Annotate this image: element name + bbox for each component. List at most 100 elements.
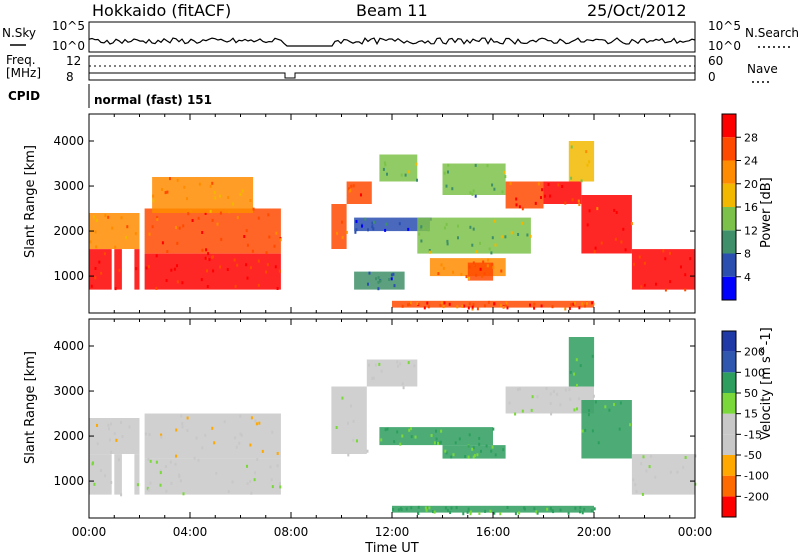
vel-speckle (372, 376, 375, 380)
vel-speckle (473, 454, 476, 458)
power-speckle (664, 288, 667, 292)
power-speckle (198, 182, 201, 186)
vel-speckle (399, 442, 402, 446)
power-speckle (94, 230, 97, 234)
power-speckle (204, 211, 207, 215)
power-speckle (161, 188, 163, 191)
power-speckle (521, 221, 524, 225)
vel-speckle (227, 490, 230, 493)
vel-speckle (165, 489, 168, 493)
vel-speckle (276, 464, 279, 468)
vel-speckle (180, 414, 183, 418)
power-speckle (475, 273, 478, 277)
vel-speckle (246, 464, 248, 468)
velocity-cell-2 (722, 455, 736, 476)
vel-speckle (239, 432, 242, 436)
vel-speckle (464, 455, 467, 458)
power-speckle (494, 243, 497, 247)
vel-speckle (576, 407, 578, 411)
power-speckle (350, 184, 353, 188)
vel-speckle (335, 426, 338, 429)
vel-speckle (478, 511, 481, 515)
power-speckle (126, 225, 129, 229)
power-speckle (278, 269, 281, 273)
vel-speckle (197, 458, 200, 462)
vel-speckle (574, 506, 577, 510)
velocity-cell-8 (722, 331, 736, 352)
vel-speckle (239, 414, 242, 418)
power-speckle (443, 226, 446, 230)
power-speckle (257, 216, 260, 220)
vel-speckle (491, 445, 494, 449)
power-speckle (266, 263, 269, 267)
power-cell-2 (722, 230, 736, 254)
power-speckle (379, 279, 382, 283)
power-speckle (393, 284, 396, 288)
power-speckle (472, 227, 475, 231)
vel-speckle (128, 425, 131, 429)
vel-speckle (634, 483, 637, 487)
power-region-1 (114, 249, 122, 290)
power-speckle (471, 243, 474, 247)
power-speckle (588, 209, 591, 213)
vel-speckle (467, 455, 470, 459)
vel-speckle (489, 509, 492, 513)
beam-title: Beam 11 (356, 1, 428, 20)
power-region-20 (581, 195, 632, 254)
vel-speckle (514, 412, 517, 416)
vel-speckle (578, 397, 580, 401)
vel-speckle (371, 376, 374, 380)
velocity-cbar-label-2: 50 (744, 387, 758, 400)
vel-speckle (550, 507, 552, 511)
vel-speckle (155, 460, 158, 464)
vel-speckle (450, 506, 453, 510)
power-speckle (577, 199, 580, 203)
x-tick-label-5: 20:00 (577, 525, 612, 539)
vel-speckle (104, 474, 107, 478)
power-speckle (161, 241, 164, 245)
vel-speckle (193, 456, 196, 460)
power-speckle (448, 302, 451, 306)
power-speckle (486, 264, 489, 268)
vel-speckle (433, 510, 436, 514)
vel-speckle (455, 506, 458, 510)
vel-speckle (147, 457, 150, 461)
vel-speckle (269, 465, 272, 469)
power-region-21 (631, 249, 695, 290)
power-speckle (446, 239, 449, 243)
power-x-axis (88, 114, 696, 313)
vel-speckle (246, 482, 249, 486)
power-speckle (492, 265, 495, 269)
power-speckle (251, 249, 254, 253)
power-speckle (420, 225, 423, 229)
power-speckle (249, 199, 252, 202)
power-speckle (191, 219, 194, 222)
power-speckle (249, 266, 252, 270)
power-speckle (166, 190, 169, 194)
vel-speckle (392, 508, 395, 511)
vel-speckle (435, 429, 437, 433)
power-speckle (166, 250, 169, 253)
power-speckle (500, 269, 503, 273)
power-speckle (586, 302, 588, 305)
vel-speckle (393, 440, 396, 444)
vel-speckle (591, 429, 594, 433)
power-speckle (384, 228, 387, 232)
power-speckle (669, 251, 671, 255)
freq-unit-label: [MHz] (6, 66, 41, 80)
power-speckle (506, 306, 509, 310)
vel-speckle (204, 433, 207, 437)
power-speckle (571, 198, 574, 202)
velocity-cbar-label-1: 100 (744, 366, 765, 379)
power-speckle (227, 196, 230, 199)
power-speckle (89, 240, 92, 244)
vel-speckle (253, 478, 256, 482)
power-region-11 (379, 154, 418, 182)
vel-speckle (575, 358, 578, 362)
vel-speckle (120, 421, 122, 425)
power-speckle (443, 301, 446, 305)
vel-speckle (396, 360, 399, 364)
power-speckle (352, 184, 355, 188)
power-speckle (390, 273, 393, 277)
velocity-cell-7 (722, 351, 736, 373)
